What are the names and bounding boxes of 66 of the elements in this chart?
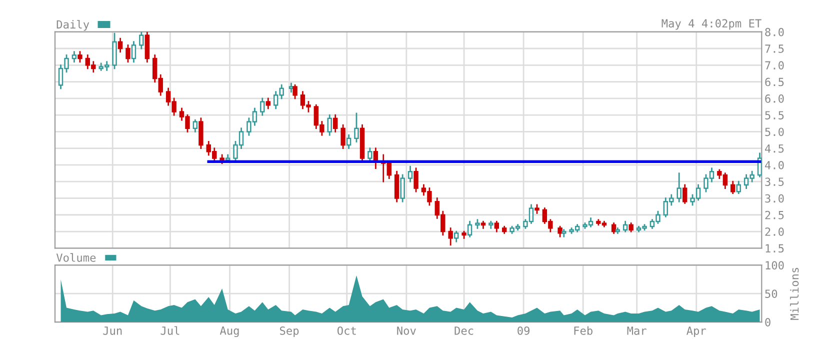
y-tick-label: 6.5 bbox=[765, 78, 784, 86]
y-tick-label: 8.0 bbox=[765, 28, 784, 36]
candlestick bbox=[682, 184, 688, 204]
candlestick bbox=[408, 166, 413, 182]
candlestick bbox=[78, 51, 82, 63]
candlestick bbox=[676, 172, 682, 202]
y-tick-label: 1.5 bbox=[766, 244, 784, 253]
candlestick bbox=[260, 98, 265, 116]
y-axis-title: Millions bbox=[790, 268, 799, 320]
candlestick bbox=[414, 168, 418, 192]
candlestick bbox=[558, 226, 562, 238]
x-tick-label: Sep bbox=[280, 326, 299, 338]
candlestick bbox=[292, 84, 298, 100]
y-tick-label: 4.0 bbox=[765, 160, 784, 170]
candlestick bbox=[118, 38, 123, 53]
candlestick bbox=[354, 112, 359, 142]
x-tick-label: Aug bbox=[220, 326, 239, 338]
y-tick-label: 5.5 bbox=[765, 111, 784, 120]
legend-label: Volume bbox=[56, 253, 96, 262]
x-tick-label: Dec bbox=[454, 326, 474, 335]
candlestick bbox=[192, 119, 198, 132]
candlestick bbox=[494, 220, 500, 232]
candlestick bbox=[394, 170, 400, 202]
candlestick bbox=[400, 174, 405, 202]
candlestick bbox=[736, 180, 741, 194]
x-tick-label: Oct bbox=[337, 326, 356, 335]
y-tick-label: 50 bbox=[765, 290, 778, 298]
x-tick-label: Apr bbox=[686, 326, 706, 338]
candlestick bbox=[327, 114, 332, 136]
candlestick bbox=[346, 134, 352, 150]
y-tick-label: 6.0 bbox=[765, 94, 784, 103]
x-tick-label: Nov bbox=[397, 326, 416, 335]
y-tick-label: 5.0 bbox=[765, 128, 784, 136]
candlestick bbox=[333, 114, 338, 132]
candlestick bbox=[368, 148, 372, 162]
candlestick bbox=[198, 118, 204, 150]
y-tick-label: 0 bbox=[765, 318, 770, 326]
candlestick bbox=[72, 51, 77, 63]
x-tick-label: Feb bbox=[574, 326, 592, 335]
y-tick-label: 2.5 bbox=[765, 210, 784, 220]
candlestick bbox=[730, 180, 736, 194]
candlestick bbox=[144, 32, 150, 63]
y-tick-label: 4.5 bbox=[765, 144, 784, 153]
candlestick bbox=[611, 222, 616, 234]
candlestick bbox=[139, 32, 144, 50]
y-tick-label: 3.0 bbox=[765, 194, 784, 203]
y-tick-label: 2.0 bbox=[765, 228, 784, 236]
x-tick-label: Jun bbox=[103, 326, 122, 335]
y-tick-label: 100 bbox=[766, 261, 784, 270]
candlestick bbox=[454, 230, 459, 242]
candlestick bbox=[112, 32, 117, 70]
candlestick bbox=[448, 227, 453, 246]
text: May 4 4:02pm ET bbox=[662, 19, 762, 30]
candlestick bbox=[126, 44, 130, 63]
candlestick bbox=[131, 41, 136, 63]
candlestick bbox=[266, 98, 270, 110]
y-tick-label: 7.0 bbox=[765, 61, 784, 70]
x-tick-label: Mar bbox=[627, 326, 646, 335]
legend-label: Daily bbox=[56, 20, 90, 31]
x-tick-label: 09 bbox=[518, 326, 530, 335]
y-tick-label: 3.5 bbox=[765, 178, 784, 186]
x-tick-label: Jul bbox=[160, 326, 180, 335]
y-tick-label: 7.5 bbox=[765, 44, 784, 53]
candlestick bbox=[467, 220, 472, 238]
candlestick bbox=[622, 220, 628, 232]
candlestick bbox=[340, 124, 346, 150]
